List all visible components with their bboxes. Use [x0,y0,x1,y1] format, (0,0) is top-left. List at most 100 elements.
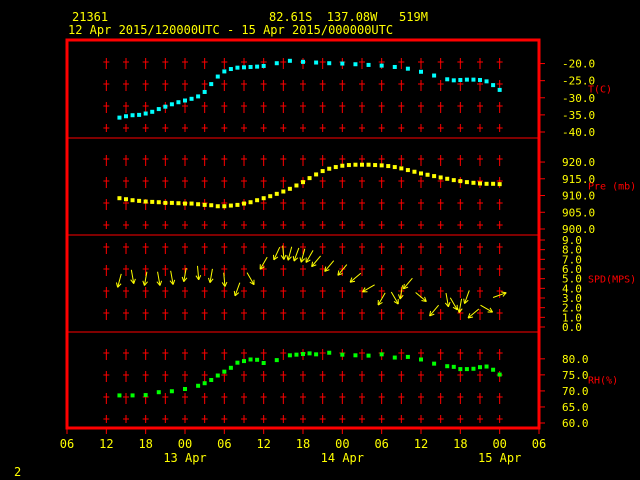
pressure-point [228,203,233,208]
wind-arrow-shaft [311,255,321,267]
wind-arrow-shaft [467,308,480,319]
wind-arrow-shaft [287,246,293,261]
temperature-point [222,69,227,74]
wind-arrow-head [467,316,474,319]
temperature-point [130,113,135,118]
pressure-point [445,176,450,181]
y-tick-label: 920.0 [562,156,595,169]
wind-arrow-head [183,277,188,283]
pressure-point [215,204,220,209]
wind-arrow-head [311,261,314,267]
x-tick-label: 00 [335,437,349,451]
pressure-point [386,164,391,169]
pressure-point [287,186,292,191]
temperature-point [491,83,496,88]
wind-vector [415,292,427,303]
wind-vector [337,264,348,276]
pressure-point [137,198,142,203]
pressure-point [458,179,463,184]
temperature-point [255,64,260,69]
temperature-point [445,77,450,82]
wind-arrow-shaft [377,292,386,306]
wind-vector [480,304,494,313]
wind-vector [221,272,228,287]
humidity-point [366,353,371,358]
wind-arrow-shaft [403,277,413,290]
wind-arrow-head [324,266,327,272]
wind-arrow-shaft [429,304,439,317]
pressure-point [491,181,496,186]
wind-arrow-shaft [445,292,449,307]
wind-arrow-shaft [234,282,241,297]
wind-vector [142,271,148,286]
temperature-point [484,79,489,84]
grid-crosses [103,55,503,423]
humidity-point [491,367,496,372]
wind-vector [362,284,375,293]
y-tick-label: 2.0 [562,302,582,315]
wind-arrow-head [429,310,432,317]
wind-arrow-head [452,306,458,311]
pressure-point [301,180,305,185]
temperature-point [366,62,371,67]
pressure-point [150,199,155,204]
humidity-point [202,381,207,386]
y-tick-label: 80.0 [562,353,589,366]
y-tick-label: 70.0 [562,385,589,398]
humidity-point [445,364,450,369]
y-axis-ticks: -20.0 -25.0 -30.0 -35.0 -40.0 T(C) 920.0 915.0 9… [539,58,636,430]
wind-arrow-shaft [143,271,148,286]
y-tick-label: -25.0 [562,75,595,88]
temperature-point [419,69,423,74]
x-tick-label: 06 [217,437,231,451]
pressure-point [432,174,437,179]
data-series [115,58,507,398]
wind-arrow-shaft [464,290,470,304]
temperature-point [274,61,279,66]
humidity-point [130,393,135,398]
temperature-point [497,87,502,92]
pressure-point [451,178,456,183]
wind-vector [324,260,335,272]
wind-vector [449,297,458,311]
pressure-point [130,198,135,203]
y-tick-label: 900.0 [562,223,595,236]
wind-vector [286,246,293,261]
wind-arrow-shaft [282,245,285,260]
humidity-point [228,365,233,370]
wind-vector [207,268,214,283]
wind-arrow-head [293,257,299,262]
temperature-point [248,64,253,69]
wind-vector [311,255,321,268]
wind-arrow-head [156,281,161,286]
pressure-point [222,204,227,209]
pressure-point [333,165,338,170]
panel-label-humidity: RH(%) [588,376,618,387]
wind-arrow-shaft [117,273,122,288]
pressure-point [399,166,404,171]
wind-arrow-head [221,282,226,287]
wind-arrow-head [169,280,174,285]
wind-arrow-head [421,300,427,303]
wind-arrow-head [181,276,185,282]
wind-vector [115,273,122,288]
panel-label-temperature: T(C) [588,85,612,96]
wind-arrow-head [447,301,451,307]
y-tick-label: 65.0 [562,401,589,414]
wind-arrow-head [349,277,353,283]
humidity-point [196,383,201,388]
pressure-point [235,202,240,207]
wind-arrow-shaft [492,292,507,298]
temperature-point [196,94,201,99]
temperature-point [137,112,142,117]
pressure-point [464,180,469,185]
x-tick-label: 18 [138,437,152,451]
wind-arrow-shaft [390,291,399,305]
pressure-point [360,162,364,167]
wind-arrow-head [429,313,435,317]
wind-arrow-head [349,280,356,283]
wind-arrow-shaft [223,272,226,287]
pressure-point [412,169,417,174]
humidity-point [274,358,279,363]
pressure-point [183,201,187,206]
